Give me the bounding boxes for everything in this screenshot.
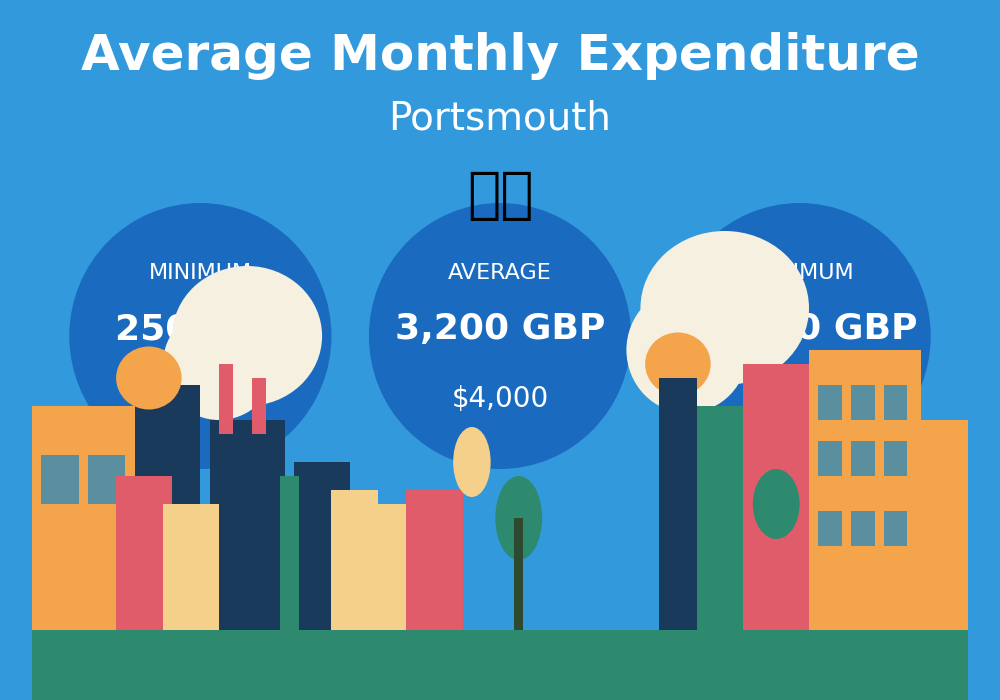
Bar [331,490,378,630]
Ellipse shape [69,203,331,469]
Bar [884,441,907,476]
Ellipse shape [753,469,800,539]
Bar [659,378,697,630]
Bar [32,630,968,700]
Bar [743,364,809,630]
Bar [219,364,233,434]
Ellipse shape [116,346,182,410]
Bar [921,420,968,630]
Bar [851,511,875,546]
Bar [280,476,299,630]
Ellipse shape [495,476,542,560]
Ellipse shape [669,203,931,469]
Bar [135,385,200,630]
Ellipse shape [626,287,748,413]
Text: MAXIMUM: MAXIMUM [744,263,855,283]
Text: 250 GBP: 250 GBP [115,312,286,346]
Text: 32,000 GBP: 32,000 GBP [682,312,917,346]
Ellipse shape [645,332,711,396]
Bar [818,441,842,476]
Bar [809,350,921,630]
Text: Portsmouth: Portsmouth [389,100,611,138]
Text: AVERAGE: AVERAGE [448,263,552,283]
Ellipse shape [172,266,322,406]
Bar [294,462,350,630]
Ellipse shape [369,203,631,469]
Bar [163,504,219,630]
Text: 3,200 GBP: 3,200 GBP [395,312,605,346]
Bar [851,385,875,420]
Bar [252,378,266,434]
Ellipse shape [453,427,491,497]
Bar [369,504,406,630]
Bar [818,511,842,546]
Bar [88,455,125,504]
Bar [41,455,79,504]
Bar [32,406,135,630]
Bar [884,511,907,546]
Text: $4,000: $4,000 [451,385,549,413]
Bar [210,420,285,630]
Ellipse shape [640,231,809,385]
Bar [697,406,743,630]
Bar [818,385,842,420]
Bar [851,441,875,476]
Text: $310: $310 [165,385,236,413]
Bar [406,490,463,630]
Text: $40,000: $40,000 [742,385,857,413]
Text: Average Monthly Expenditure: Average Monthly Expenditure [81,32,919,80]
Text: MINIMUM: MINIMUM [149,263,252,283]
Bar [514,518,523,630]
Text: 🇬🇧: 🇬🇧 [467,169,533,223]
Bar [116,476,172,630]
Ellipse shape [163,308,275,420]
Bar [884,385,907,420]
